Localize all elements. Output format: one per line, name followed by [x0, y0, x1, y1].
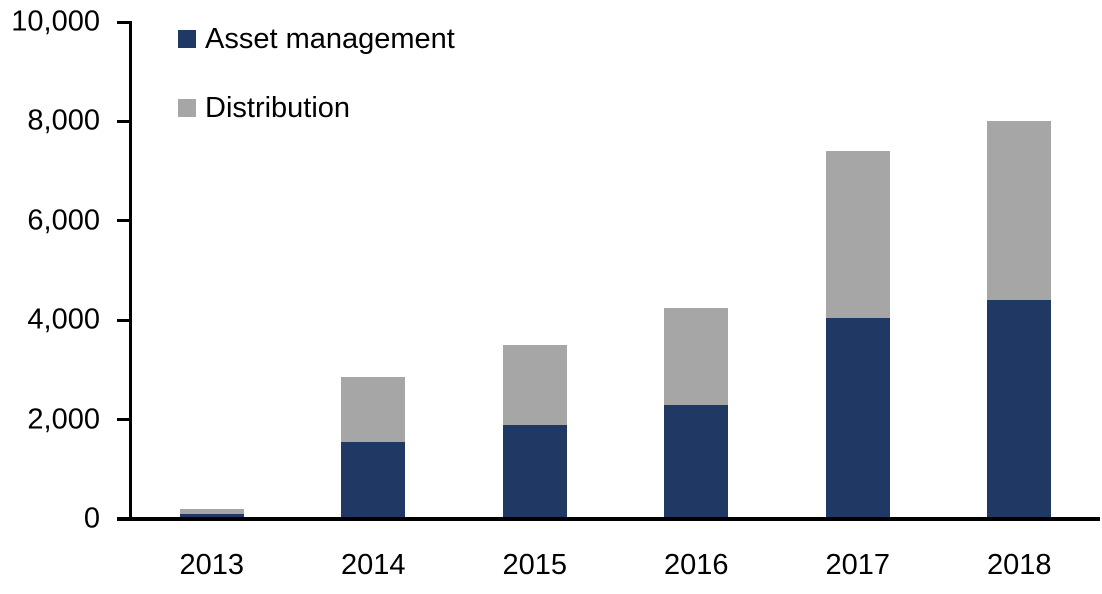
bar-segment-distribution-2014 — [341, 377, 406, 442]
x-axis-tick-label: 2017 — [825, 549, 890, 581]
legend-label-asset-management: Asset management — [205, 22, 455, 55]
y-axis-tick-label: 0 — [83, 502, 100, 535]
y-axis-tick-label: 2,000 — [27, 403, 100, 436]
y-axis-tick-label: 10,000 — [11, 5, 100, 38]
y-axis-tick-mark — [117, 20, 131, 24]
y-axis-tick-mark — [117, 119, 131, 123]
x-axis-tick-label: 2015 — [502, 549, 567, 581]
y-axis-tick-mark — [117, 219, 131, 223]
y-axis-tick-label: 8,000 — [27, 104, 100, 137]
bar-segment-asset-management-2016 — [664, 404, 729, 519]
legend-swatch-asset-management-icon — [178, 30, 196, 48]
bar-segment-distribution-2015 — [502, 345, 567, 425]
bar-segment-distribution-2018 — [987, 121, 1052, 301]
y-axis-tick-label: 6,000 — [27, 204, 100, 237]
y-axis-line — [129, 21, 132, 520]
bar-segment-asset-management-2017 — [825, 317, 890, 519]
bar-segment-asset-management-2014 — [341, 441, 406, 519]
x-axis-line — [117, 517, 1100, 521]
x-axis-tick-label: 2016 — [663, 549, 729, 581]
legend-item-asset-management: Asset management — [178, 24, 455, 53]
y-axis-tick-mark — [117, 318, 131, 322]
legend-swatch-distribution-icon — [178, 99, 196, 117]
bar-segment-asset-management-2013 — [179, 514, 244, 519]
x-axis-tick-label: 2013 — [179, 549, 244, 581]
bar-segment-asset-management-2018 — [987, 300, 1052, 519]
chart-legend: Asset management Distribution — [178, 24, 455, 168]
legend-label-distribution: Distribution — [205, 91, 351, 124]
bar-segment-distribution-2017 — [825, 151, 890, 318]
bar-segment-distribution-2013 — [179, 509, 244, 515]
y-axis-tick-label: 4,000 — [27, 303, 100, 336]
legend-item-distribution: Distribution — [178, 93, 455, 122]
x-axis-tick-label: 2018 — [986, 549, 1052, 581]
y-axis-tick-mark — [117, 418, 131, 422]
x-axis-tick-label: 2014 — [340, 549, 406, 581]
bar-segment-asset-management-2015 — [502, 424, 567, 519]
bar-segment-distribution-2016 — [664, 307, 729, 405]
